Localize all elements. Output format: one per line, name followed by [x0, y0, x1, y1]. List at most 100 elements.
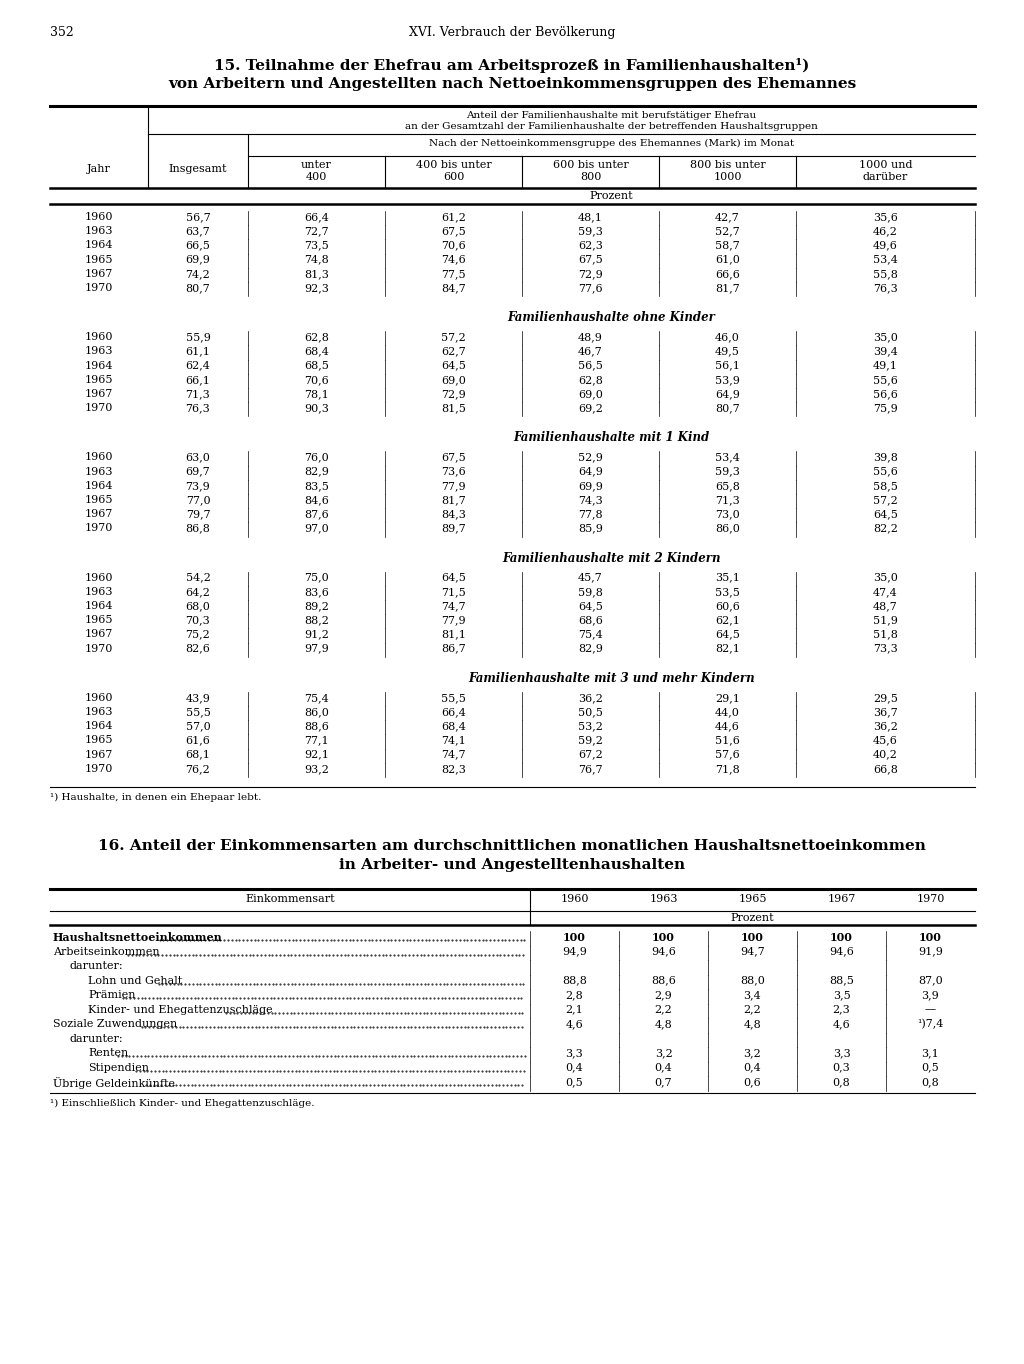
Text: 0,4: 0,4	[743, 1063, 762, 1072]
Text: 0,8: 0,8	[922, 1078, 939, 1087]
Text: 67,2: 67,2	[579, 750, 603, 760]
Text: 76,3: 76,3	[185, 404, 210, 413]
Text: 40,2: 40,2	[873, 750, 898, 760]
Text: 48,7: 48,7	[873, 602, 898, 611]
Text: 36,2: 36,2	[873, 722, 898, 731]
Text: 46,7: 46,7	[579, 346, 603, 356]
Text: 71,5: 71,5	[441, 587, 466, 597]
Text: 66,1: 66,1	[185, 375, 211, 385]
Text: 81,7: 81,7	[715, 282, 740, 293]
Text: 2,1: 2,1	[565, 1004, 584, 1015]
Text: 52,7: 52,7	[715, 226, 740, 236]
Text: 1960: 1960	[85, 333, 114, 342]
Text: 45,6: 45,6	[873, 735, 898, 745]
Text: 84,3: 84,3	[441, 509, 466, 520]
Text: 77,6: 77,6	[579, 282, 603, 293]
Text: 63,7: 63,7	[185, 226, 210, 236]
Text: 1964: 1964	[85, 722, 114, 731]
Text: 100: 100	[830, 932, 853, 943]
Text: 66,4: 66,4	[304, 211, 329, 222]
Text: 67,5: 67,5	[579, 255, 603, 265]
Text: 59,3: 59,3	[715, 466, 740, 476]
Text: Soziale Zuwendungen: Soziale Zuwendungen	[53, 1019, 177, 1028]
Text: 71,8: 71,8	[715, 764, 740, 773]
Text: 47,4: 47,4	[873, 587, 898, 597]
Text: in Arbeiter- und Angestelltenhaushalten: in Arbeiter- und Angestelltenhaushalten	[339, 858, 685, 872]
Text: 1963: 1963	[85, 466, 114, 476]
Text: 1964: 1964	[85, 602, 114, 611]
Text: 39,8: 39,8	[873, 453, 898, 462]
Text: 67,5: 67,5	[441, 453, 466, 462]
Text: 35,1: 35,1	[715, 573, 740, 582]
Text: 43,9: 43,9	[185, 693, 211, 702]
Text: 1965: 1965	[738, 893, 767, 904]
Text: 64,2: 64,2	[185, 587, 211, 597]
Text: 82,2: 82,2	[873, 524, 898, 533]
Text: Lohn und Gehalt: Lohn und Gehalt	[88, 975, 182, 986]
Text: 83,6: 83,6	[304, 587, 329, 597]
Text: 1970: 1970	[85, 282, 114, 293]
Text: 62,1: 62,1	[715, 615, 740, 625]
Text: 69,0: 69,0	[441, 375, 466, 385]
Text: 2,2: 2,2	[654, 1004, 673, 1015]
Text: 59,3: 59,3	[579, 226, 603, 236]
Text: 58,5: 58,5	[873, 480, 898, 491]
Text: 75,0: 75,0	[304, 573, 329, 582]
Text: 73,3: 73,3	[873, 644, 898, 653]
Text: 42,7: 42,7	[715, 211, 740, 222]
Text: 1967: 1967	[827, 893, 856, 904]
Text: 97,0: 97,0	[304, 524, 329, 533]
Text: 64,5: 64,5	[873, 509, 898, 520]
Text: 94,7: 94,7	[740, 947, 765, 956]
Text: 88,2: 88,2	[304, 615, 329, 625]
Text: 85,9: 85,9	[579, 524, 603, 533]
Text: 35,0: 35,0	[873, 573, 898, 582]
Text: Haushaltsnettoeinkommen: Haushaltsnettoeinkommen	[53, 932, 223, 943]
Text: 400: 400	[306, 172, 328, 181]
Text: 82,1: 82,1	[715, 644, 740, 653]
Text: 1967: 1967	[85, 750, 114, 760]
Text: 94,6: 94,6	[651, 947, 676, 956]
Text: 81,1: 81,1	[441, 629, 466, 640]
Text: 68,4: 68,4	[304, 346, 329, 356]
Text: 4,6: 4,6	[833, 1019, 850, 1028]
Text: 51,9: 51,9	[873, 615, 898, 625]
Text: 44,6: 44,6	[715, 722, 740, 731]
Text: 49,1: 49,1	[873, 360, 898, 371]
Text: Prozent: Prozent	[731, 913, 774, 923]
Text: 3,5: 3,5	[833, 990, 850, 1000]
Text: 70,6: 70,6	[441, 240, 466, 251]
Text: 64,5: 64,5	[715, 629, 740, 640]
Text: 68,0: 68,0	[185, 602, 211, 611]
Text: 1964: 1964	[85, 480, 114, 491]
Text: 74,7: 74,7	[441, 750, 466, 760]
Text: 84,6: 84,6	[304, 495, 329, 505]
Text: 0,4: 0,4	[565, 1063, 584, 1072]
Text: 1965: 1965	[85, 375, 114, 385]
Text: 81,5: 81,5	[441, 404, 466, 413]
Text: 1963: 1963	[85, 587, 114, 597]
Text: 1967: 1967	[85, 269, 114, 278]
Text: 69,0: 69,0	[579, 389, 603, 400]
Text: 3,1: 3,1	[922, 1048, 939, 1058]
Text: 55,5: 55,5	[185, 707, 211, 717]
Text: 55,8: 55,8	[873, 269, 898, 278]
Text: 72,7: 72,7	[304, 226, 329, 236]
Text: 74,7: 74,7	[441, 602, 466, 611]
Text: 80,7: 80,7	[715, 404, 740, 413]
Text: 73,6: 73,6	[441, 466, 466, 476]
Text: 62,4: 62,4	[185, 360, 211, 371]
Text: 70,6: 70,6	[304, 375, 329, 385]
Text: 1960: 1960	[85, 211, 114, 222]
Text: 1967: 1967	[85, 509, 114, 520]
Text: 3,3: 3,3	[833, 1048, 850, 1058]
Text: 90,3: 90,3	[304, 404, 329, 413]
Text: 82,9: 82,9	[579, 644, 603, 653]
Text: darüber: darüber	[863, 172, 908, 181]
Text: 82,6: 82,6	[185, 644, 211, 653]
Text: 89,2: 89,2	[304, 602, 329, 611]
Text: 80,7: 80,7	[185, 282, 210, 293]
Text: 48,9: 48,9	[579, 333, 603, 342]
Text: 58,7: 58,7	[715, 240, 740, 251]
Text: Kinder- und Ehegattenzuschläge: Kinder- und Ehegattenzuschläge	[88, 1004, 272, 1015]
